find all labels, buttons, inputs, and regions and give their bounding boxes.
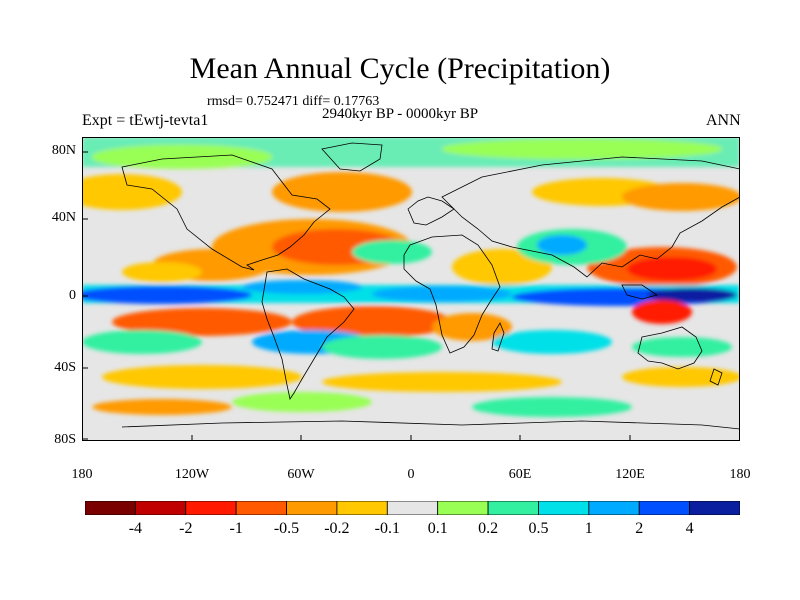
colorbar-label: -2 xyxy=(179,520,193,537)
colorbar-swatch xyxy=(286,501,338,515)
coastlines xyxy=(121,142,740,430)
lon-label-180w: 180 xyxy=(71,467,93,482)
colorbar-swatch xyxy=(85,501,136,515)
lon-label-120e: 120E xyxy=(615,467,645,482)
precip-field xyxy=(82,137,740,417)
colorbar-label: 0.5 xyxy=(528,520,549,537)
experiment-label: Expt = tEwtj-tevta1 xyxy=(82,112,209,129)
axis-ticks xyxy=(82,151,631,441)
colorbar-swatch xyxy=(588,501,640,515)
precip-difference-map xyxy=(82,137,740,441)
season-label: ANN xyxy=(706,112,741,129)
colorbar-swatch xyxy=(336,501,388,515)
colorbar-swatch xyxy=(386,501,439,515)
lat-label-80s: 80S xyxy=(54,432,76,447)
stats-text: rmsd= 0.752471 diff= 0.17763 xyxy=(207,94,380,109)
lat-label-0: 0 xyxy=(69,288,76,303)
colorbar-swatch xyxy=(134,501,187,515)
colorbar-label: 4 xyxy=(685,520,694,537)
colorbar-swatch xyxy=(437,501,489,515)
period-text: 2940kyr BP - 0000kyr BP xyxy=(322,106,479,122)
colorbar-swatch xyxy=(638,501,691,515)
colorbar-swatch xyxy=(689,501,740,515)
colorbar-label: -1 xyxy=(229,520,243,537)
lon-label-120w: 120W xyxy=(174,467,210,482)
plot-title: Mean Annual Cycle (Precipitation) xyxy=(189,52,611,85)
colorbar-label: -0.1 xyxy=(374,520,400,537)
colorbar-label: 1 xyxy=(584,520,593,537)
colorbar-swatch xyxy=(185,501,237,515)
colorbar-label: 2 xyxy=(635,520,644,537)
colorbar-label: -0.5 xyxy=(273,520,300,537)
colorbar-swatch xyxy=(538,501,590,515)
lon-label-0: 0 xyxy=(407,467,415,482)
colorbar-label: -0.2 xyxy=(324,520,350,537)
lat-label-40s: 40S xyxy=(54,360,76,375)
colorbar-swatch xyxy=(235,501,287,515)
colorbar-label: 0.2 xyxy=(478,520,499,537)
lat-label-80n: 80N xyxy=(51,143,76,158)
colorbar-label: -4 xyxy=(128,520,143,537)
colorbar xyxy=(85,501,740,515)
lat-label-40n: 40N xyxy=(51,210,76,225)
lon-label-60w: 60W xyxy=(287,467,315,482)
lon-label-60e: 60E xyxy=(508,467,532,482)
colorbar-label: 0.1 xyxy=(427,520,448,537)
lon-label-180e: 180 xyxy=(729,467,751,482)
colorbar-swatch xyxy=(487,501,539,515)
